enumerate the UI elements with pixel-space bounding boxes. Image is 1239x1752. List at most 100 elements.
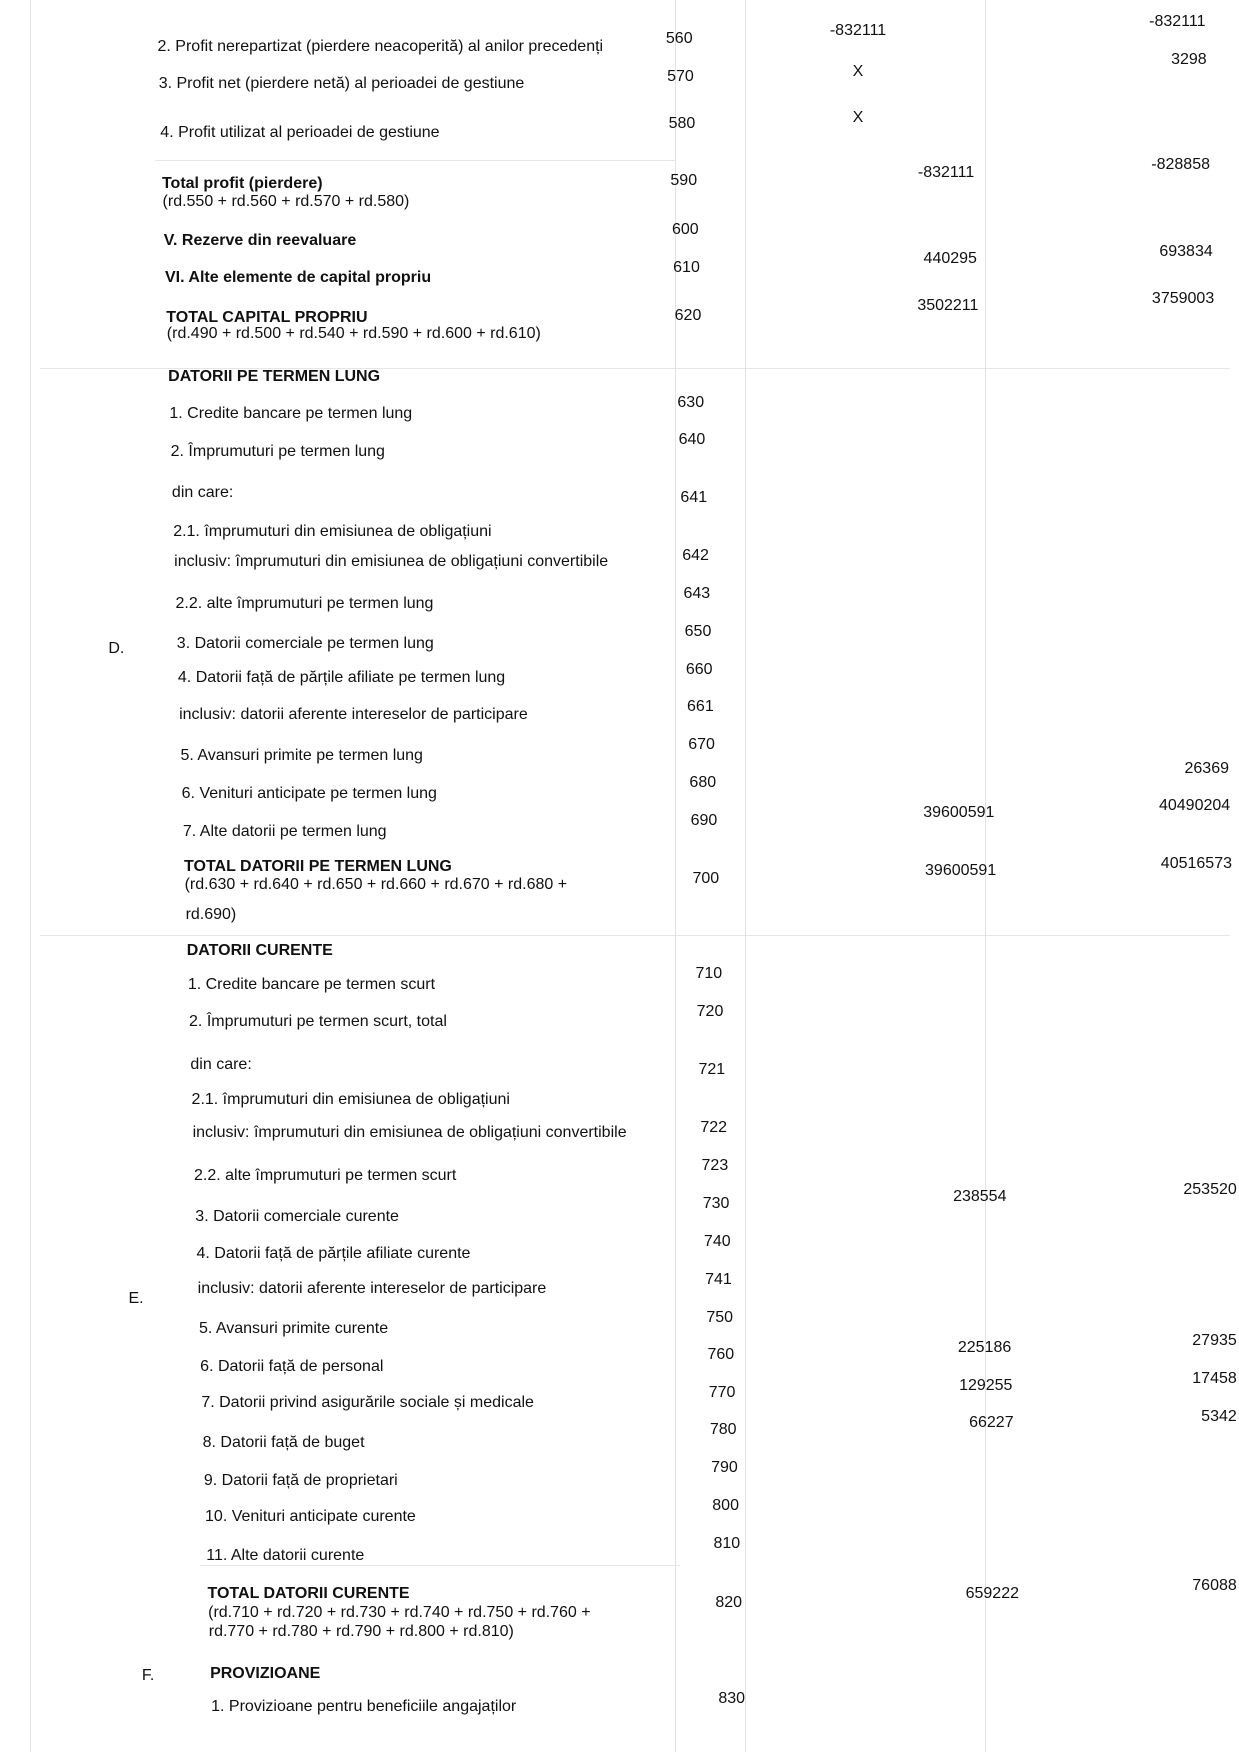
row-code: 610 — [673, 259, 700, 277]
cell-value: 225186 — [957, 1339, 1012, 1357]
cell-value: X — [852, 62, 864, 80]
row-heading: DATORII CURENTE — [186, 941, 333, 959]
row-label: 5. Avansuri primite curente — [198, 1320, 389, 1338]
row-heading: V. Rezerve din reevaluare — [163, 232, 357, 250]
row-formula: (rd.550 + rd.560 + rd.570 + rd.580) — [162, 193, 410, 211]
row-line — [40, 368, 1230, 369]
row-label: 2.2. alte împrumuturi pe termen scurt — [194, 1167, 457, 1185]
row-heading: TOTAL DATORII CURENTE — [207, 1585, 410, 1603]
row-label: 3. Datorii comerciale pe termen lung — [176, 634, 434, 652]
cell-value: 17458 — [1192, 1369, 1237, 1387]
row-label: 1. Credite bancare pe termen lung — [169, 405, 413, 423]
row-code: 560 — [665, 30, 693, 48]
row-code: 820 — [715, 1594, 743, 1612]
row-label: inclusiv: împrumuturi din emisiunea de o… — [192, 1123, 627, 1141]
cell-value: 27935 — [1192, 1331, 1237, 1349]
row-formula: (rd.490 + rd.500 + rd.540 + rd.590 + rd.… — [166, 325, 541, 343]
row-code: 580 — [668, 115, 696, 132]
row-code: 750 — [706, 1309, 734, 1327]
row-code: 830 — [718, 1690, 746, 1708]
cell-value: X — [852, 109, 864, 127]
cell-value: -832111 — [1149, 13, 1206, 31]
row-code: 570 — [667, 68, 694, 86]
row-code: 630 — [677, 394, 705, 412]
row-code: 600 — [671, 221, 699, 239]
row-label: inclusiv: împrumuturi din emisiunea de o… — [174, 552, 609, 570]
row-code: 620 — [674, 307, 702, 325]
row-code: 720 — [696, 1003, 724, 1021]
row-label: 2. Împrumuturi pe termen scurt, total — [189, 1013, 447, 1031]
row-heading: TOTAL CAPITAL PROPRIU — [166, 309, 368, 327]
row-label: 10. Venituri anticipate curente — [205, 1508, 416, 1526]
row-heading: VI. Alte elemente de capital propriu — [164, 269, 432, 287]
row-code: 800 — [712, 1497, 739, 1515]
cell-value: 39600591 — [925, 862, 997, 880]
row-line — [40, 935, 1230, 936]
row-label: 2.1. împrumuturi din emisiunea de obliga… — [173, 522, 492, 540]
column-line — [675, 0, 676, 1752]
row-label: 2.1. împrumuturi din emisiunea de obliga… — [191, 1091, 510, 1109]
cell-value: 66227 — [969, 1414, 1014, 1432]
row-code: 760 — [707, 1346, 735, 1364]
row-formula: (rd.630 + rd.640 + rd.650 + rd.660 + rd.… — [184, 875, 568, 893]
row-label: inclusiv: datorii aferente intereselor d… — [179, 706, 528, 724]
row-label: 1. Credite bancare pe termen scurt — [187, 976, 436, 994]
row-label: 7. Datorii privind asigurările sociale ș… — [201, 1394, 534, 1412]
row-code: 643 — [683, 585, 711, 603]
row-heading: TOTAL DATORII PE TERMEN LUNG — [184, 857, 452, 875]
row-label: inclusiv: datorii aferente intereselor d… — [197, 1280, 547, 1298]
cell-value: -832111 — [829, 22, 887, 40]
row-heading: DATORII PE TERMEN LUNG — [168, 367, 381, 385]
row-code: 680 — [689, 774, 717, 792]
cell-value: 693834 — [1159, 243, 1213, 261]
row-label: 4. Datorii față de părțile afiliate cure… — [196, 1244, 471, 1262]
cell-value: 253520 — [1183, 1180, 1237, 1198]
cell-value: 238554 — [953, 1187, 1007, 1205]
cell-value: 129255 — [959, 1377, 1013, 1395]
row-label: 2.2. alte împrumuturi pe termen lung — [175, 595, 434, 613]
row-code: 590 — [670, 171, 698, 189]
cell-value: 3502211 — [917, 297, 979, 315]
row-code: 721 — [698, 1061, 726, 1079]
row-label: 11. Alte datorii curente — [206, 1547, 365, 1565]
row-heading: PROVIZIOANE — [210, 1664, 321, 1682]
row-label: 1. Provizioane pentru beneficiile angaja… — [211, 1698, 517, 1716]
row-label: 7. Alte datorii pe termen lung — [182, 823, 387, 841]
cell-value: -828858 — [1151, 156, 1210, 174]
row-code: 810 — [713, 1535, 741, 1552]
row-code: 790 — [711, 1459, 738, 1477]
row-label: 9. Datorii față de proprietari — [203, 1472, 398, 1490]
row-code: 641 — [680, 489, 708, 507]
row-label: 6. Venituri anticipate pe termen lung — [181, 785, 437, 803]
section-letter: E. — [128, 1290, 144, 1308]
row-formula: rd.690) — [185, 906, 237, 923]
row-code: 670 — [688, 736, 715, 754]
row-code: 640 — [678, 431, 706, 449]
row-code: 660 — [685, 661, 713, 679]
cell-value: 40516573 — [1160, 854, 1232, 872]
row-code: 730 — [702, 1195, 730, 1213]
row-label: 4. Datorii față de părțile afiliate pe t… — [177, 669, 506, 687]
cell-value: 76088 — [1192, 1577, 1237, 1595]
row-code: 642 — [682, 547, 709, 565]
row-code: 700 — [692, 870, 720, 888]
row-label: 3. Profit net (pierdere netă) al perioad… — [158, 74, 525, 92]
row-label: 8. Datorii față de buget — [202, 1434, 365, 1452]
section-letter: D. — [108, 640, 125, 658]
row-label: 4. Profit utilizat al perioadei de gesti… — [160, 123, 440, 141]
row-label: din care: — [190, 1055, 252, 1073]
cell-value: 40490204 — [1158, 796, 1231, 814]
row-code: 740 — [703, 1233, 731, 1251]
row-code: 710 — [695, 965, 723, 983]
cell-value: 39600591 — [923, 804, 995, 822]
row-label: 6. Datorii față de personal — [200, 1358, 384, 1376]
cell-value: -832111 — [917, 164, 975, 182]
row-line — [200, 1565, 680, 1566]
row-formula: rd.770 + rd.780 + rd.790 + rd.800 + rd.8… — [208, 1623, 514, 1641]
row-label: 5. Avansuri primite pe termen lung — [180, 747, 423, 765]
row-label: 2. Împrumuturi pe termen lung — [170, 443, 385, 461]
cell-value: 26369 — [1184, 759, 1230, 777]
row-code: 690 — [690, 812, 718, 830]
row-code: 722 — [700, 1119, 728, 1137]
